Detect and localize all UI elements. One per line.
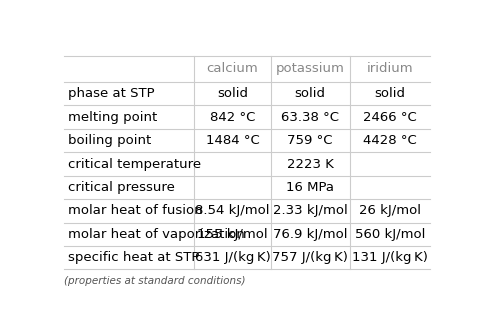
Text: iridium: iridium [366,62,413,75]
Text: 8.54 kJ/mol: 8.54 kJ/mol [195,204,269,217]
Text: 155 kJ/mol: 155 kJ/mol [197,228,268,241]
Text: solid: solid [295,87,326,100]
Text: 76.9 kJ/mol: 76.9 kJ/mol [273,228,348,241]
Text: 26 kJ/mol: 26 kJ/mol [359,204,421,217]
Text: molar heat of fusion: molar heat of fusion [67,204,202,217]
Text: 2466 °C: 2466 °C [363,111,416,124]
Text: critical temperature: critical temperature [67,158,201,170]
Text: calcium: calcium [206,62,258,75]
Text: 2223 K: 2223 K [287,158,334,170]
Text: 842 °C: 842 °C [210,111,255,124]
Text: 131 J/(kg K): 131 J/(kg K) [352,251,428,264]
Text: 1484 °C: 1484 °C [205,134,259,147]
Text: 4428 °C: 4428 °C [363,134,416,147]
Text: phase at STP: phase at STP [67,87,154,100]
Text: 63.38 °C: 63.38 °C [281,111,339,124]
Text: melting point: melting point [67,111,157,124]
Text: 2.33 kJ/mol: 2.33 kJ/mol [273,204,348,217]
Text: specific heat at STP: specific heat at STP [67,251,199,264]
Text: solid: solid [217,87,248,100]
Text: molar heat of vaporization: molar heat of vaporization [67,228,244,241]
Text: critical pressure: critical pressure [67,181,174,194]
Text: boiling point: boiling point [67,134,151,147]
Text: (properties at standard conditions): (properties at standard conditions) [64,276,245,286]
Text: 560 kJ/mol: 560 kJ/mol [355,228,425,241]
Text: solid: solid [375,87,405,100]
Text: 631 J/(kg K): 631 J/(kg K) [195,251,270,264]
Text: 16 MPa: 16 MPa [286,181,334,194]
Text: 759 °C: 759 °C [287,134,333,147]
Text: potassium: potassium [276,62,345,75]
Text: 757 J/(kg K): 757 J/(kg K) [272,251,348,264]
